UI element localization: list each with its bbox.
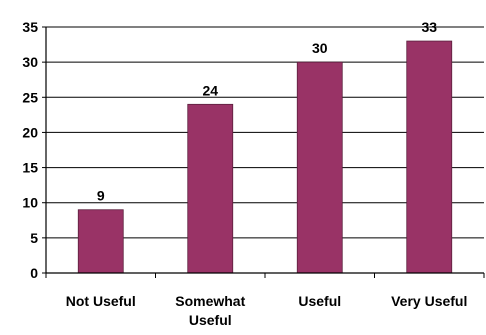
x-category-label: Very Useful bbox=[391, 293, 467, 309]
bar-somewhat-useful bbox=[187, 103, 234, 274]
x-category-label: Somewhat bbox=[175, 293, 245, 309]
y-tick-label: 0 bbox=[30, 265, 38, 281]
bar-not-useful bbox=[77, 209, 124, 274]
data-labels: 9 24 30 33 bbox=[97, 19, 437, 204]
y-axis-tick-labels: 0 5 10 15 20 25 30 35 bbox=[22, 19, 38, 281]
axes bbox=[42, 26, 485, 278]
y-tick-label: 30 bbox=[22, 54, 38, 70]
data-label: 24 bbox=[202, 82, 218, 98]
data-label: 9 bbox=[97, 188, 105, 204]
y-tick-label: 10 bbox=[22, 195, 38, 211]
x-category-label: Useful bbox=[298, 293, 341, 309]
y-tick-label: 15 bbox=[22, 160, 38, 176]
y-tick-label: 35 bbox=[22, 19, 38, 35]
data-label: 30 bbox=[312, 40, 328, 56]
x-category-label: Not Useful bbox=[66, 293, 136, 309]
bar-useful bbox=[296, 61, 343, 274]
y-tick-label: 20 bbox=[22, 124, 38, 140]
x-axis-category-labels: Not Useful Somewhat Useful Useful Very Usefu… bbox=[66, 293, 468, 328]
bars bbox=[77, 40, 453, 274]
y-tick-label: 5 bbox=[30, 230, 38, 246]
x-category-label: Useful bbox=[189, 312, 232, 328]
grid-lines bbox=[46, 26, 484, 239]
bar-very-useful bbox=[406, 40, 453, 274]
y-tick-label: 25 bbox=[22, 89, 38, 105]
data-label: 33 bbox=[421, 19, 437, 35]
